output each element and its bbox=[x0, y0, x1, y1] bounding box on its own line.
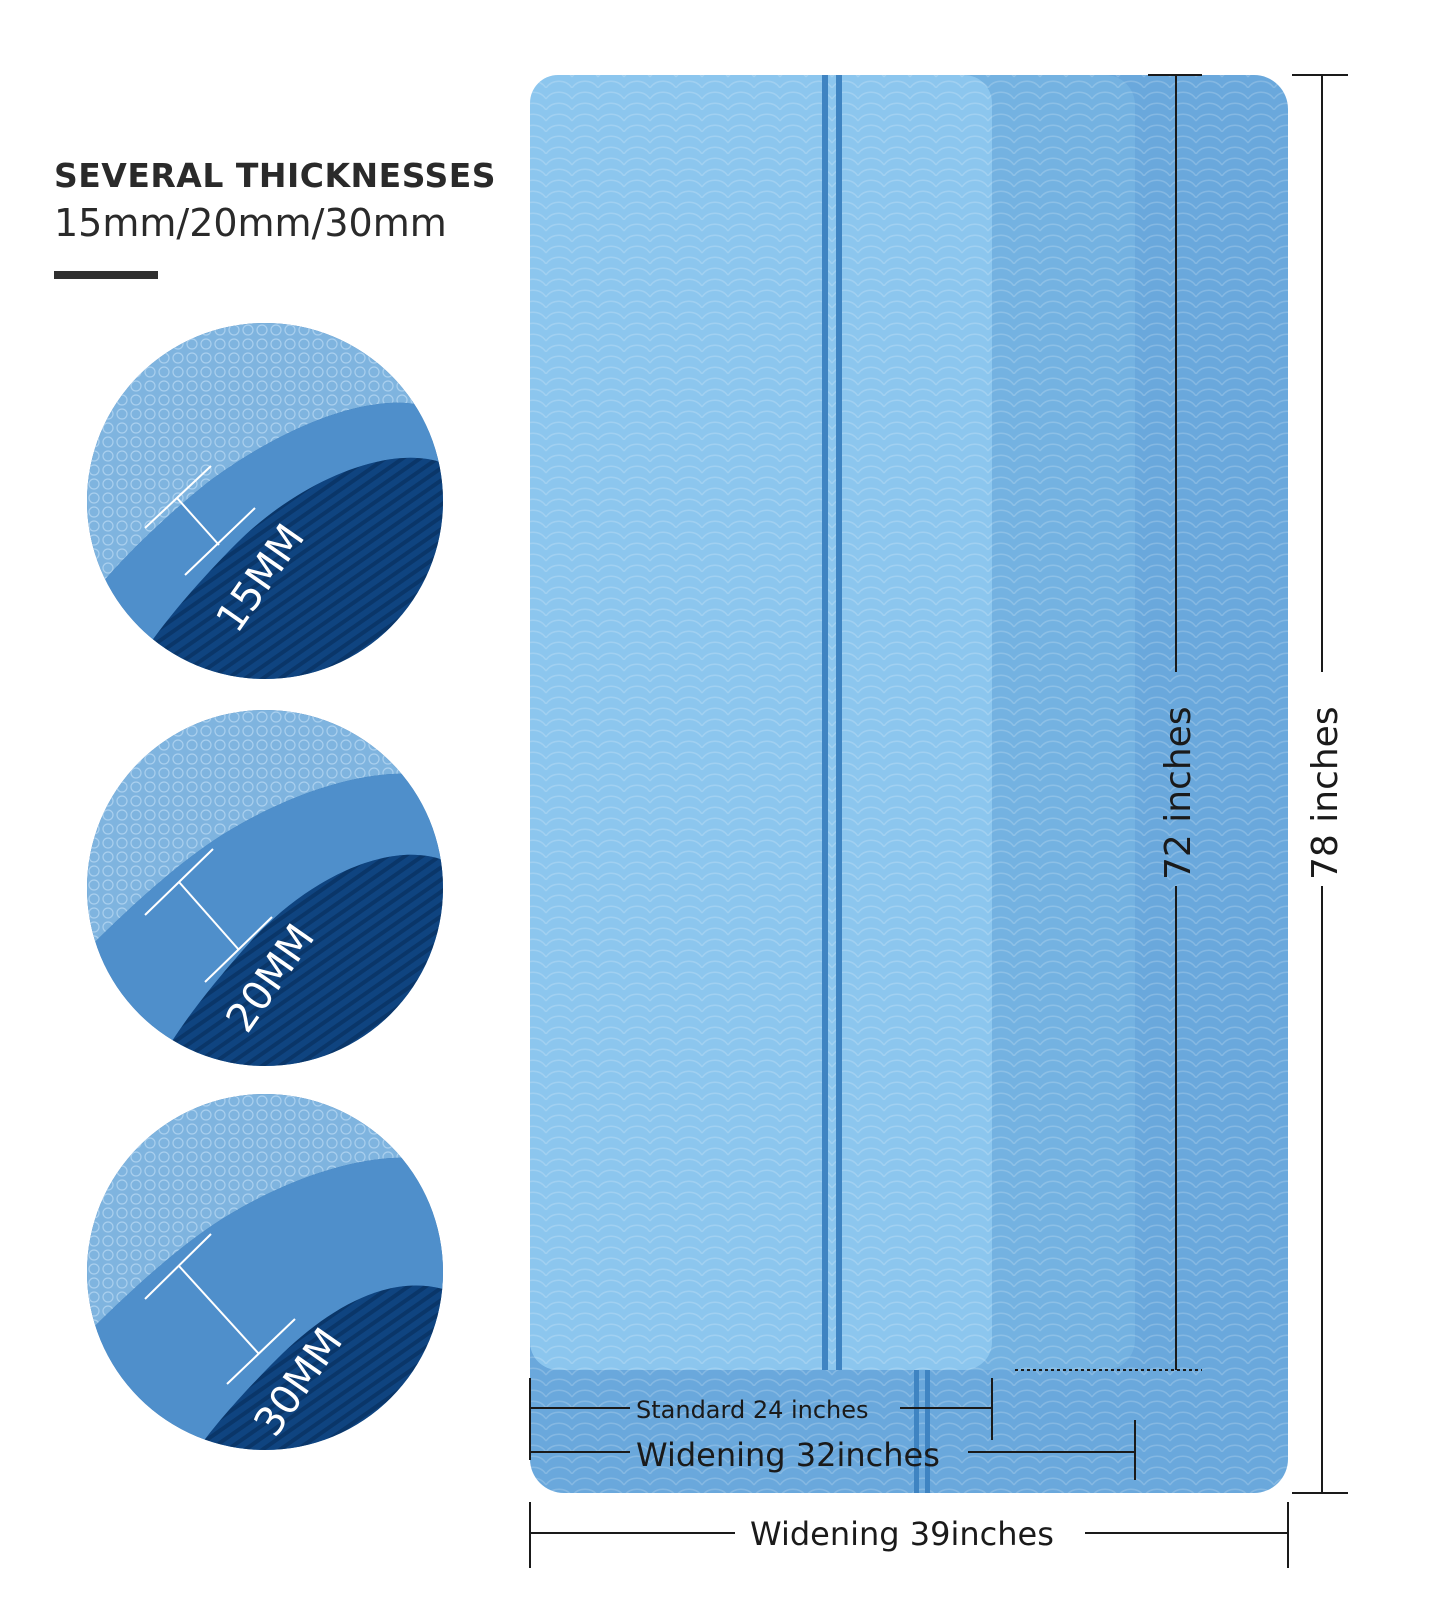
dim-label-32: Widening 32inches bbox=[636, 1436, 940, 1474]
mat-standard bbox=[530, 75, 992, 1370]
heading-subtitle: 15mm/20mm/30mm bbox=[54, 201, 447, 245]
dim-label-72: 72 inches bbox=[1158, 706, 1199, 880]
thickness-circle-20mm: 20MM bbox=[87, 710, 443, 1066]
dim-label-39: Widening 39inches bbox=[750, 1515, 1054, 1553]
mat-center-stripe-left bbox=[822, 75, 828, 1370]
heading-title: SEVERAL THICKNESSES bbox=[54, 156, 497, 195]
heading-underline bbox=[54, 271, 158, 279]
dim-line-72 bbox=[1015, 74, 1202, 1371]
heading-block: SEVERAL THICKNESSES 15mm/20mm/30mm bbox=[54, 156, 496, 279]
dim-label-78: 78 inches bbox=[1305, 706, 1346, 880]
mat-center-stripe-right bbox=[836, 75, 842, 1370]
dim-line-39 bbox=[529, 1502, 1289, 1568]
dim-label-24: Standard 24 inches bbox=[636, 1396, 869, 1424]
dim-line-32 bbox=[530, 1420, 1136, 1480]
dim-line-78 bbox=[1292, 74, 1348, 1494]
dim-line-24 bbox=[529, 1378, 993, 1460]
